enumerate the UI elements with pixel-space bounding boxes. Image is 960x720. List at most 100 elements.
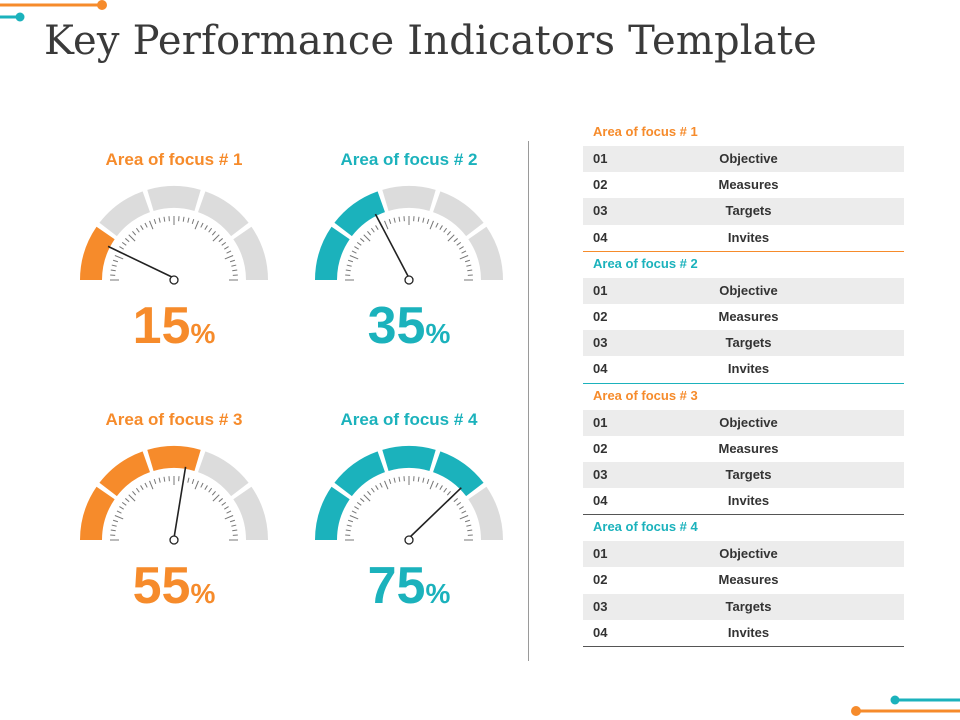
gauge-tick xyxy=(354,246,359,250)
gauge-tick xyxy=(221,241,227,246)
gauge-tick xyxy=(439,485,443,490)
gauge-tick xyxy=(194,220,199,230)
gauge-tick xyxy=(393,217,396,223)
gauge-tick xyxy=(446,491,451,496)
gauge-tick xyxy=(388,478,392,485)
gauge-title: Area of focus # 1 xyxy=(105,150,243,169)
gauge-pivot xyxy=(404,535,414,545)
gauge-tick xyxy=(360,498,365,503)
gauge-pivot xyxy=(404,275,414,285)
gauge-tick xyxy=(461,510,467,514)
gauge-tick xyxy=(187,477,190,483)
kpi-section-2: Area of focus # 2 01 Objective 02 Measures… xyxy=(583,252,904,384)
gauge-tick xyxy=(208,487,213,493)
gauge-tick xyxy=(224,515,234,520)
gauge-tick xyxy=(464,519,471,523)
gauge-tick xyxy=(345,529,351,532)
section-rule xyxy=(583,382,904,384)
gauge-tick xyxy=(211,231,216,236)
row-label: Targets xyxy=(725,466,772,482)
gauge-tick xyxy=(135,227,140,233)
gauge-tick xyxy=(360,238,365,243)
gauge-tick xyxy=(218,238,223,243)
gauge-segment xyxy=(334,451,385,497)
gauge-tick xyxy=(349,255,359,260)
gauge-tick xyxy=(200,222,204,228)
section-heading: Area of focus # 4 xyxy=(593,519,698,535)
gauge-needle xyxy=(173,466,187,539)
row-number: 02 xyxy=(593,308,608,324)
section-heading: Area of focus # 3 xyxy=(593,387,698,403)
table-row: 01 Objective xyxy=(583,541,904,568)
gauge-tick xyxy=(204,225,208,230)
row-number: 01 xyxy=(593,414,608,430)
gauge-needle xyxy=(107,245,175,279)
gauge-tick xyxy=(466,264,472,267)
gauge-tick xyxy=(398,476,401,482)
gauge-tick xyxy=(128,234,136,242)
gauge-tick xyxy=(116,510,122,514)
row-number: 03 xyxy=(593,466,608,482)
gauge-tick xyxy=(125,498,130,503)
gauge-segment xyxy=(80,226,115,280)
gauge-tick xyxy=(191,478,195,485)
gauge-tick xyxy=(200,482,204,488)
gauge-tick xyxy=(446,231,451,236)
gauge-unit: % xyxy=(190,318,216,349)
row-number: 01 xyxy=(593,546,608,562)
section-heading: Area of focus # 2 xyxy=(593,255,698,271)
gauge-tick xyxy=(459,506,464,510)
gauge-tick xyxy=(461,250,467,254)
gauge-tick xyxy=(346,524,352,527)
gauge-segment xyxy=(198,191,249,237)
gauge-tick xyxy=(422,217,425,223)
gauge-unit: % xyxy=(190,578,216,609)
gauge-tick xyxy=(384,220,389,230)
gauge-unit: % xyxy=(425,578,451,609)
table-row: 02 Measures xyxy=(583,172,904,198)
gauge-number: 35 xyxy=(367,297,426,355)
gauge-tick xyxy=(211,491,216,496)
gauge-tick xyxy=(464,259,471,263)
row-label: Objective xyxy=(719,282,778,298)
gauge-tick xyxy=(467,269,473,272)
gauge-tick xyxy=(417,476,420,482)
gauge-tick xyxy=(140,225,144,230)
gauge-tick xyxy=(125,238,130,243)
gauge-tick xyxy=(367,491,372,496)
gauge-tick xyxy=(466,524,472,527)
gauge-tick xyxy=(112,259,119,263)
table-row: 01 Objective xyxy=(583,409,904,436)
gauge-tick xyxy=(363,234,371,242)
gauge-panel-4: Area of focus # 4 75% xyxy=(294,410,524,650)
gauge-tick xyxy=(375,485,379,490)
gauge-tick xyxy=(459,255,469,260)
gauge-tick xyxy=(132,491,137,496)
gauge-segment xyxy=(99,451,150,497)
gauge-tick xyxy=(375,225,379,230)
gauge-segment xyxy=(382,186,436,211)
row-label: Measures xyxy=(718,308,779,324)
gauge-tick xyxy=(121,241,127,246)
gauge-segment xyxy=(80,486,115,540)
kpi-table: Area of focus # 1 01 Objective 02 Measures… xyxy=(583,120,904,647)
gauge-pivot xyxy=(169,275,179,285)
gauge-value: 55% xyxy=(59,560,289,620)
gauge-title: Area of focus # 3 xyxy=(105,410,243,429)
gauge-tick xyxy=(111,264,117,267)
row-label: Invites xyxy=(727,361,770,377)
gauge-tick xyxy=(435,222,439,228)
row-label: Targets xyxy=(725,598,772,614)
gauge-tick xyxy=(351,510,357,514)
gauge-tick xyxy=(112,519,119,523)
gauge-tick xyxy=(422,477,425,483)
gauge-tick xyxy=(370,487,375,493)
gauge-tick xyxy=(163,216,166,222)
row-number: 04 xyxy=(593,493,608,509)
gauge-tick xyxy=(119,506,124,510)
gauge-segment xyxy=(315,226,350,280)
table-row: 04 Invites xyxy=(583,488,904,514)
row-label: Objective xyxy=(719,546,778,562)
gauge-segment xyxy=(468,226,503,280)
row-label: Measures xyxy=(718,440,779,456)
